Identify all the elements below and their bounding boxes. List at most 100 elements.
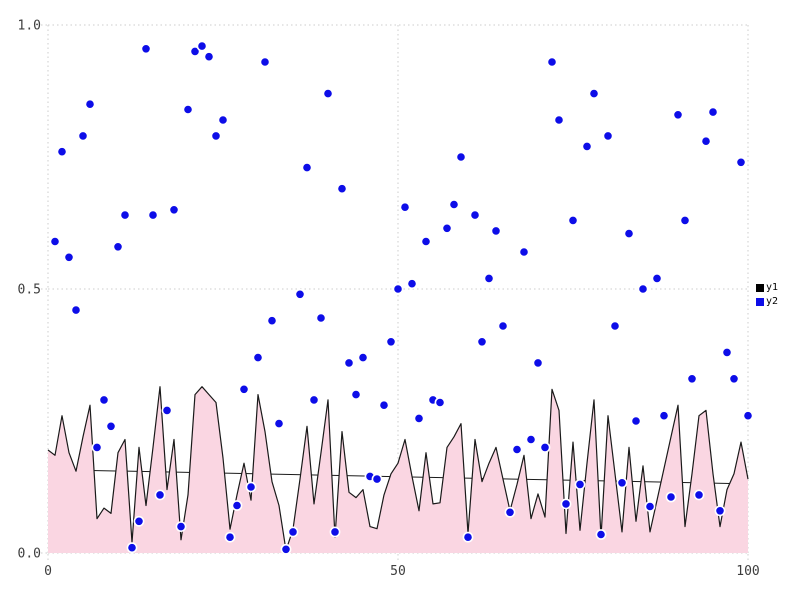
y2-point: [553, 114, 565, 126]
y2-point: [721, 346, 733, 358]
legend-label-y1: y1: [766, 282, 779, 293]
y2-point: [70, 304, 82, 316]
y2-point: [546, 56, 558, 68]
legend-item-y1: y1: [756, 281, 778, 294]
legend-label-y2: y2: [766, 296, 779, 307]
y2-point: [308, 394, 320, 406]
y2-point: [112, 241, 124, 253]
y2-point: [651, 272, 663, 284]
y2-point: [420, 236, 432, 247]
legend-item-y2: y2: [756, 295, 778, 308]
y2-point: [273, 418, 285, 429]
y2-point: [336, 183, 348, 195]
y2-point: [490, 225, 502, 237]
y1-line: [47, 386, 749, 551]
y2-point: [518, 246, 530, 258]
y2-point: [49, 236, 61, 247]
legend-swatch-y2: [756, 297, 764, 306]
y2-point: [483, 272, 495, 284]
y2-point: [630, 415, 642, 427]
y2-point: [455, 151, 467, 163]
y2-point: [133, 515, 145, 527]
y2-point: [504, 506, 516, 518]
y2-point: [266, 315, 278, 327]
y2-point: [63, 251, 75, 263]
y2-point: [567, 214, 579, 226]
y2-point: [623, 228, 635, 239]
y2-point: [168, 204, 180, 216]
y2-point: [252, 352, 264, 363]
y2-point: [539, 441, 551, 453]
y2-point: [301, 162, 313, 173]
y2-point: [707, 106, 719, 118]
y2-point: [175, 521, 187, 532]
y2-point: [371, 473, 383, 485]
y2-point: [294, 288, 306, 300]
y2-point: [469, 209, 481, 221]
y2-point: [525, 434, 537, 445]
y2-point: [189, 46, 201, 57]
y2-point: [686, 373, 698, 385]
y2-point: [322, 88, 334, 99]
y2-point: [672, 109, 684, 121]
y2-point: [728, 373, 740, 385]
y2-point: [392, 283, 404, 295]
y2-point: [406, 278, 418, 290]
y2-point: [700, 135, 712, 147]
y2-point: [203, 51, 215, 63]
y2-point: [378, 399, 390, 411]
y2-point: [287, 526, 299, 538]
y2-point: [434, 397, 446, 408]
y2-point: [161, 404, 173, 416]
y2-point: [245, 481, 257, 493]
y2-point: [119, 209, 131, 221]
y2-point: [742, 410, 754, 422]
y2-point: [105, 420, 117, 432]
y-tick-label: 0.0: [18, 547, 41, 562]
y2-point: [84, 98, 96, 110]
y-tick-label: 1.0: [18, 19, 41, 34]
y2-point: [644, 501, 656, 512]
y2-point: [77, 130, 89, 142]
y2-point: [231, 500, 243, 511]
y2-point: [196, 40, 208, 52]
y2-point: [280, 543, 292, 555]
y2-point: [658, 410, 670, 422]
y2-point: [602, 130, 614, 142]
y2-point: [441, 222, 453, 234]
y2-point: [98, 394, 110, 406]
y2-point: [126, 542, 138, 554]
y2-point: [476, 336, 488, 348]
y2-point: [609, 320, 621, 332]
y2-point: [385, 336, 397, 348]
y2-point: [665, 491, 677, 503]
y2-point: [182, 104, 194, 115]
y-tick-label: 0.5: [18, 283, 41, 298]
y2-point: [581, 140, 593, 152]
y2-point: [357, 352, 369, 363]
y2-point: [399, 201, 411, 213]
y2-point: [413, 412, 425, 424]
legend-swatch-y1: [756, 283, 764, 292]
y2-point: [497, 320, 509, 332]
y2-point: [259, 56, 271, 68]
y2-point: [574, 478, 586, 490]
y2-point: [588, 88, 600, 99]
y2-points: [49, 40, 754, 555]
y2-point: [560, 498, 572, 510]
y2-point: [693, 489, 705, 501]
y2-point: [714, 505, 726, 517]
y2-point: [595, 529, 607, 540]
y2-point: [637, 283, 649, 295]
x-tick-label: 100: [736, 564, 759, 579]
y2-point: [210, 130, 222, 142]
x-tick-label: 50: [390, 564, 406, 579]
y2-point: [56, 146, 68, 158]
y2-point: [343, 357, 355, 369]
y2-point: [329, 526, 341, 538]
y2-point: [238, 383, 250, 395]
y2-point: [511, 444, 523, 455]
legend: y1 y2: [756, 281, 778, 308]
